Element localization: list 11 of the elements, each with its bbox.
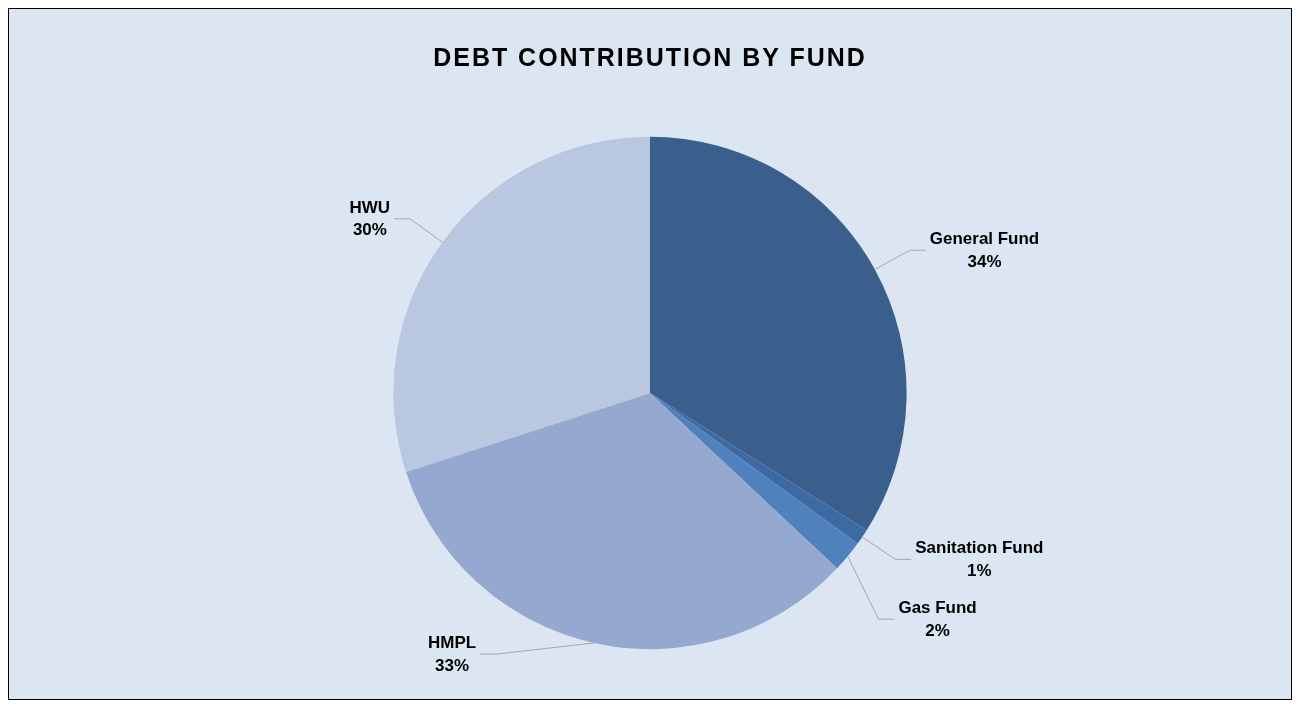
slice-label: Sanitation Fund: [915, 538, 1044, 558]
slice-label: HWU: [349, 197, 391, 217]
chart-title: DEBT CONTRIBUTION BY FUND: [433, 42, 867, 71]
data-label: 1%: [967, 560, 992, 580]
slice-label: Gas Fund: [898, 597, 977, 617]
data-label: 30%: [352, 220, 387, 240]
slice-label: General Fund: [929, 228, 1040, 248]
slice-label: HMPL: [428, 632, 477, 652]
data-label: 34%: [967, 251, 1002, 271]
data-label: 33%: [435, 655, 470, 675]
data-label: 2%: [925, 620, 950, 640]
